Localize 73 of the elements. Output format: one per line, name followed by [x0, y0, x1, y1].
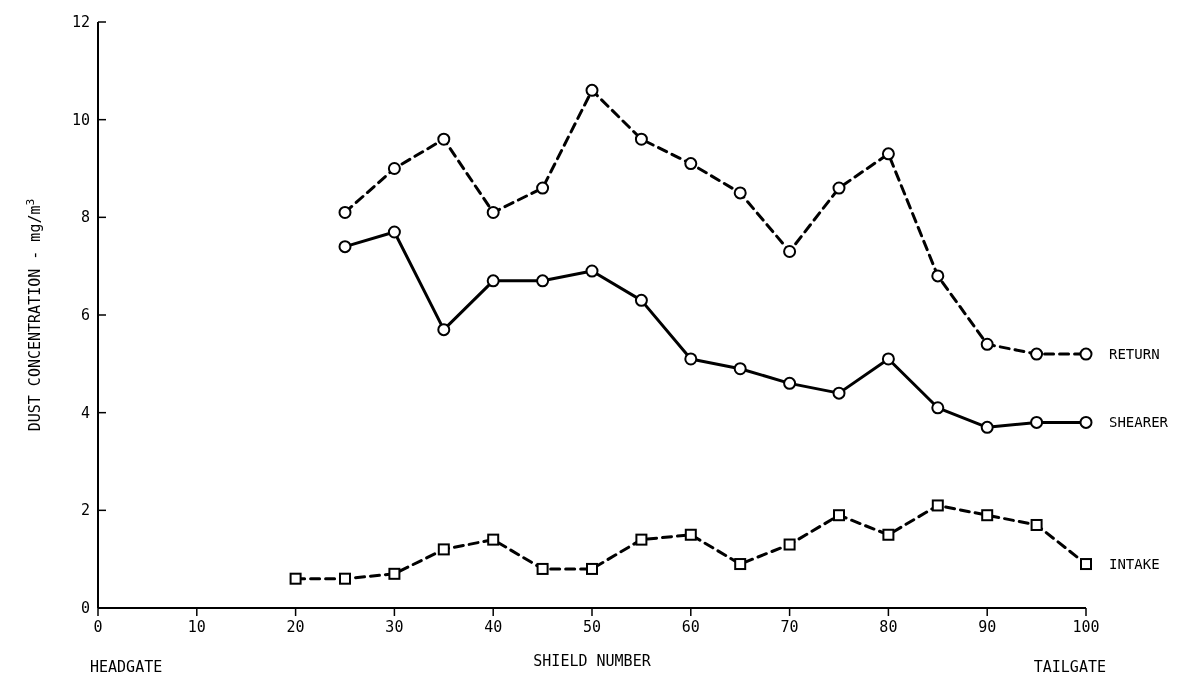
x-tick-label: 20: [286, 618, 305, 636]
point: [980, 420, 994, 434]
point: [981, 509, 994, 522]
point: [931, 401, 945, 415]
series-label: INTAKE: [1109, 556, 1160, 573]
point: [733, 362, 747, 376]
x-tick-label: 30: [385, 618, 404, 636]
series-label: RETURN: [1109, 346, 1160, 363]
point: [734, 558, 747, 571]
point: [387, 225, 401, 239]
point: [536, 181, 550, 195]
point: [289, 572, 302, 585]
series-label: SHEARER: [1109, 414, 1169, 431]
point: [684, 528, 697, 541]
y-tick-label: 8: [80, 208, 90, 227]
text: TAILGATE: [1033, 658, 1106, 676]
x-tick-label: 40: [484, 618, 503, 636]
point: [980, 337, 994, 351]
point: [1030, 518, 1043, 531]
point: [931, 269, 945, 283]
x-tick-label: 60: [681, 618, 700, 636]
point: [1079, 415, 1093, 429]
point: [1080, 558, 1092, 571]
point: [338, 205, 352, 219]
y-tick-label: 6: [80, 306, 90, 324]
point: [1079, 347, 1093, 361]
point: [486, 205, 500, 219]
y-tick-label: 2: [80, 501, 90, 520]
x-tick-label: 100: [1072, 618, 1100, 636]
point: [339, 572, 351, 585]
point: [634, 293, 648, 307]
point: [487, 533, 500, 546]
point: [1030, 415, 1044, 429]
x-tick-label: 0: [93, 618, 103, 636]
point: [881, 147, 895, 161]
point: [783, 245, 797, 259]
x-tick-label: 50: [582, 618, 602, 636]
point: [1030, 347, 1044, 361]
point: [486, 274, 500, 288]
point: [536, 562, 549, 575]
point: [634, 132, 648, 146]
point: [635, 533, 648, 546]
point: [733, 186, 747, 200]
point: [388, 567, 401, 580]
y-tick-label: 10: [71, 110, 90, 129]
point: [437, 323, 451, 337]
x-axis-title: SHIELD NUMBER: [533, 652, 652, 670]
point: [832, 181, 846, 195]
point: [881, 352, 895, 366]
point: [585, 83, 599, 97]
x-tick-label: 70: [780, 618, 799, 636]
text: HEADGATE: [90, 658, 163, 676]
y-tick-label: 12: [71, 13, 90, 31]
point: [833, 509, 845, 522]
point: [585, 264, 599, 278]
x-tick-label: 10: [187, 618, 206, 636]
y-tick-label: 4: [80, 403, 90, 422]
point: [684, 352, 698, 366]
point: [783, 538, 796, 551]
x-tick-label: 90: [978, 618, 997, 636]
point: [437, 132, 451, 146]
point: [832, 386, 846, 400]
point: [882, 528, 895, 541]
point: [437, 543, 450, 556]
point: [586, 562, 598, 575]
point: [338, 240, 352, 254]
point: [783, 376, 797, 390]
point: [684, 157, 698, 171]
y-tick-label: 0: [80, 599, 90, 617]
point: [931, 499, 944, 512]
x-tick-label: 80: [879, 618, 898, 636]
point: [536, 274, 550, 288]
point: [387, 162, 401, 175]
